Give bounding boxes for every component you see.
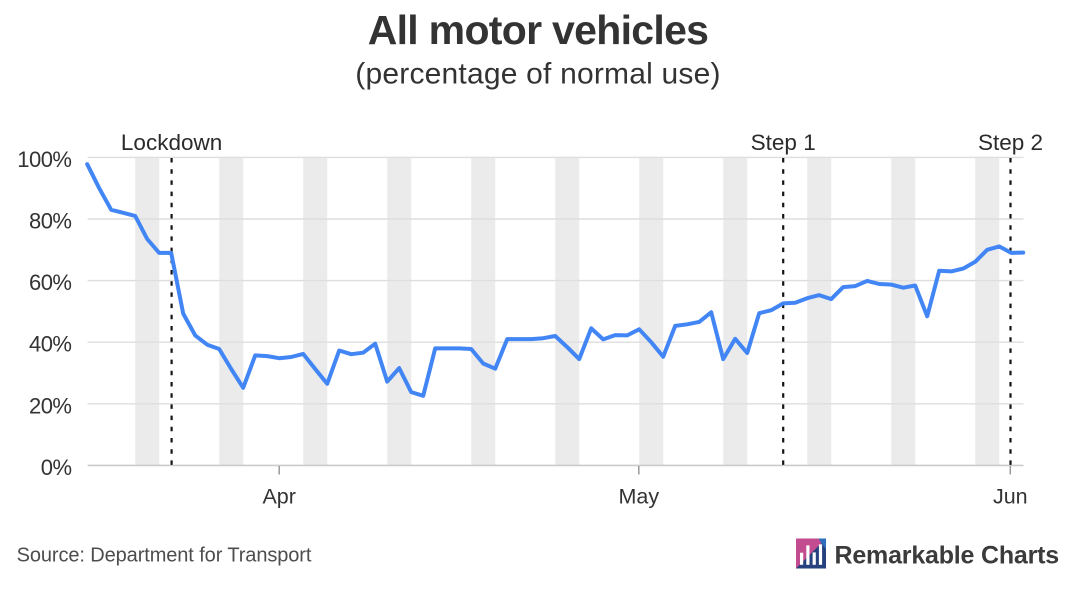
svg-text:May: May bbox=[618, 485, 659, 509]
svg-text:0%: 0% bbox=[41, 455, 72, 480]
svg-text:Jun: Jun bbox=[993, 485, 1028, 509]
svg-text:Lockdown: Lockdown bbox=[121, 130, 222, 155]
svg-text:40%: 40% bbox=[29, 332, 72, 357]
svg-text:Apr: Apr bbox=[262, 485, 295, 509]
svg-text:(percentage of normal use): (percentage of normal use) bbox=[355, 58, 720, 91]
svg-text:100%: 100% bbox=[17, 147, 71, 172]
svg-text:Step 1: Step 1 bbox=[751, 130, 816, 155]
svg-text:Step 2: Step 2 bbox=[978, 130, 1043, 155]
svg-text:80%: 80% bbox=[29, 209, 72, 234]
svg-text:Source: Department for Transpo: Source: Department for Transport bbox=[17, 544, 312, 566]
svg-text:60%: 60% bbox=[29, 270, 72, 295]
svg-text:20%: 20% bbox=[29, 393, 72, 418]
svg-text:All motor vehicles: All motor vehicles bbox=[368, 7, 709, 53]
svg-text:Remarkable Charts: Remarkable Charts bbox=[835, 541, 1059, 569]
